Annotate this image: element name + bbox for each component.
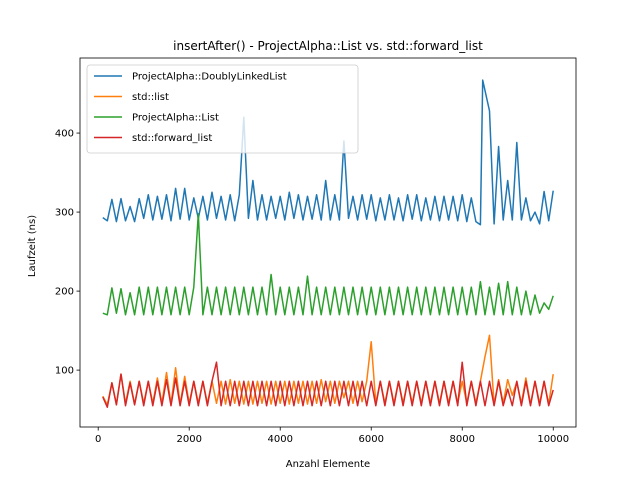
legend: ProjectAlpha::DoublyLinkedListstd::listP… — [86, 64, 359, 154]
legend-box — [86, 64, 359, 154]
axes-ticks: 0 2000 4000 6000 8000 10000 100 200 300 400 — [55, 129, 569, 445]
x-axis-label: Anzahl Elemente — [286, 459, 370, 470]
x-tick-label: 10000 — [537, 434, 569, 445]
plot-area — [102, 79, 554, 408]
legend-label-3: std::forward_list — [132, 133, 212, 144]
y-tick-label: 200 — [55, 287, 74, 298]
series-line-3 — [102, 361, 554, 408]
y-tick-label: 400 — [55, 129, 74, 140]
chart-title: insertAfter() - ProjectAlpha::List vs. s… — [173, 39, 483, 53]
legend-label-2: ProjectAlpha::List — [132, 113, 219, 124]
y-tick-label: 300 — [55, 208, 74, 219]
y-axis-label: Laufzeit (ns) — [27, 215, 38, 277]
series-line-0 — [102, 79, 554, 226]
x-tick-label: 2000 — [176, 434, 201, 445]
x-tick-label: 4000 — [267, 434, 292, 445]
legend-label-0: ProjectAlpha::DoublyLinkedList — [132, 72, 287, 83]
x-tick-label: 0 — [95, 434, 101, 445]
x-tick-label: 8000 — [450, 434, 475, 445]
legend-label-1: std::list — [132, 92, 169, 103]
y-tick-label: 100 — [55, 366, 74, 377]
axes-frame — [79, 57, 577, 428]
series-line-2 — [102, 212, 554, 316]
x-tick-label: 6000 — [359, 434, 384, 445]
